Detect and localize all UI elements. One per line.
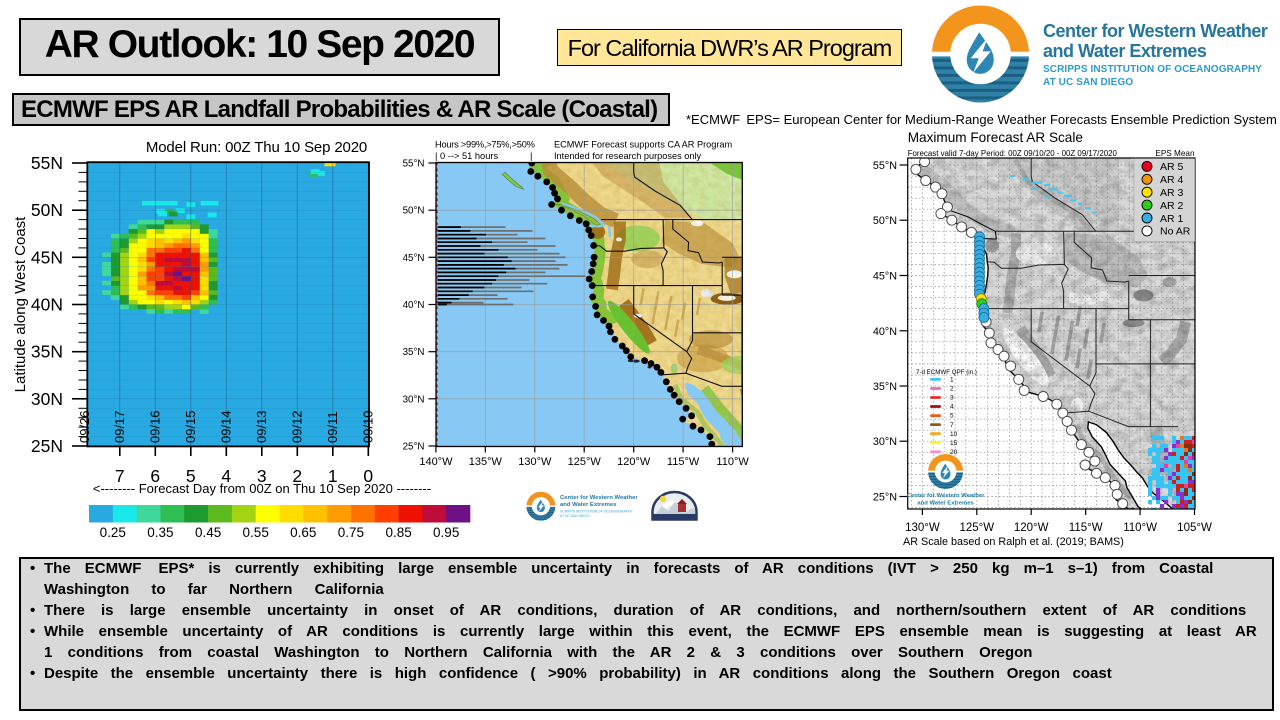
svg-text:125°W: 125°W <box>568 456 602 468</box>
svg-text:09/14: 09/14 <box>218 410 233 443</box>
svg-text:30N: 30N <box>31 389 63 409</box>
svg-text:120°W: 120°W <box>1014 522 1049 534</box>
svg-text:20: 20 <box>950 449 958 456</box>
svg-text:1: 1 <box>328 466 338 486</box>
svg-text:25°N: 25°N <box>403 442 425 453</box>
svg-text:4: 4 <box>221 466 231 486</box>
svg-text:ECMWF Forecast supports CA AR: ECMWF Forecast supports CA AR Program <box>554 140 733 150</box>
svg-text:1: 1 <box>950 377 954 384</box>
svg-text:115°W: 115°W <box>667 456 700 468</box>
svg-text:35N: 35N <box>31 342 63 362</box>
svg-text:40°N: 40°N <box>403 300 425 311</box>
svg-text:Hours >99%,>75%,>50%: Hours >99%,>75%,>50% <box>435 140 535 150</box>
svg-text:55°N: 55°N <box>873 160 897 172</box>
svg-text:7: 7 <box>950 422 954 429</box>
svg-text:09/15: 09/15 <box>183 410 198 443</box>
svg-text:130°W: 130°W <box>518 456 552 468</box>
svg-text:0.95: 0.95 <box>433 525 459 540</box>
svg-text:50°N: 50°N <box>403 206 425 217</box>
svg-text:AR 3: AR 3 <box>1160 187 1184 199</box>
svg-text:30°N: 30°N <box>403 394 425 405</box>
svg-text:2: 2 <box>292 466 302 486</box>
svg-text:Forecast valid 7-day Period: 0: Forecast valid 7-day Period: 00Z 09/10/2… <box>908 149 1118 158</box>
svg-text:3: 3 <box>950 395 954 402</box>
svg-text:45°N: 45°N <box>403 253 425 264</box>
svg-text:0.75: 0.75 <box>338 525 364 540</box>
svg-text:2: 2 <box>950 386 954 393</box>
svg-text:09/26: 09/26 <box>77 410 92 443</box>
svg-text:55N: 55N <box>31 153 63 173</box>
svg-text:AR 4: AR 4 <box>1160 174 1184 186</box>
svg-text:105°W: 105°W <box>1177 522 1212 534</box>
svg-text:AR 5: AR 5 <box>1160 161 1184 173</box>
svg-text:140°W: 140°W <box>419 456 453 468</box>
svg-text:35°N: 35°N <box>873 381 897 393</box>
svg-text:110°W: 110°W <box>1123 522 1157 534</box>
svg-text:AR 2: AR 2 <box>1160 200 1184 212</box>
svg-text:09/17: 09/17 <box>112 410 127 443</box>
svg-text:and Water Extremes: and Water Extremes <box>917 501 974 507</box>
svg-text:6: 6 <box>150 466 160 486</box>
svg-text:40N: 40N <box>31 295 63 315</box>
svg-text:0.55: 0.55 <box>243 525 269 540</box>
svg-text:3: 3 <box>257 466 267 486</box>
svg-text:09/11: 09/11 <box>325 411 340 443</box>
svg-text:<-------- Forecast Day from 00: <-------- Forecast Day from 00Z on Thu 1… <box>93 481 431 496</box>
svg-text:35°N: 35°N <box>403 347 425 358</box>
svg-text:30°N: 30°N <box>873 436 897 448</box>
svg-text:Center for Western Weather: Center for Western Weather <box>907 493 985 499</box>
svg-text:40°N: 40°N <box>873 326 897 338</box>
svg-text:10: 10 <box>950 431 958 438</box>
svg-text:130°W: 130°W <box>905 522 940 534</box>
svg-text:09/10: 09/10 <box>360 410 375 443</box>
svg-text:EPS Mean: EPS Mean <box>1155 149 1195 158</box>
svg-text:0: 0 <box>363 466 373 486</box>
svg-text:55°N: 55°N <box>403 159 425 170</box>
svg-text:|: | <box>530 151 532 161</box>
svg-text:120°W: 120°W <box>617 456 651 468</box>
svg-text:15: 15 <box>950 440 958 447</box>
svg-text:09/13: 09/13 <box>254 410 269 443</box>
svg-text:45°N: 45°N <box>873 271 897 283</box>
svg-text:0.25: 0.25 <box>100 525 126 540</box>
svg-text:09/16: 09/16 <box>147 410 162 443</box>
svg-text:and Water Extremes: and Water Extremes <box>560 502 617 508</box>
svg-text:No AR: No AR <box>1160 226 1191 238</box>
svg-text:25°N: 25°N <box>873 492 897 504</box>
svg-text:Intended for research purposes: Intended for research purposes only <box>554 151 701 161</box>
svg-text:Model Run: 00Z Thu 10 Sep 2020: Model Run: 00Z Thu 10 Sep 2020 <box>146 139 367 156</box>
svg-text:50°N: 50°N <box>873 215 897 227</box>
svg-text:Maximum Forecast AR Scale: Maximum Forecast AR Scale <box>908 130 1083 145</box>
svg-text:0.65: 0.65 <box>290 525 316 540</box>
svg-text:AR Scale based on Ralph et al.: AR Scale based on Ralph et al. (2019; BA… <box>903 536 1124 548</box>
svg-text:125°W: 125°W <box>959 522 994 534</box>
svg-text:45N: 45N <box>31 247 63 267</box>
svg-text:Latitude along West Coast: Latitude along West Coast <box>12 216 29 392</box>
svg-text:50N: 50N <box>31 200 63 220</box>
svg-text:115°W: 115°W <box>1069 522 1103 534</box>
svg-text:| 0 --> 51 hours: | 0 --> 51 hours <box>435 151 498 161</box>
svg-text:7-d ECMWF QPF (in.): 7-d ECMWF QPF (in.) <box>916 369 977 376</box>
svg-text:25N: 25N <box>31 436 63 456</box>
svg-text:AT UC SAN DIEGO: AT UC SAN DIEGO <box>560 514 590 518</box>
svg-text:7: 7 <box>115 466 125 486</box>
svg-text:09/12: 09/12 <box>289 410 304 443</box>
svg-text:0.35: 0.35 <box>147 525 173 540</box>
svg-text:Center for Western Weather: Center for Western Weather <box>560 495 638 501</box>
svg-text:135°W: 135°W <box>469 456 503 468</box>
svg-text:SCRIPPS INSTITUTION OF OCEANOG: SCRIPPS INSTITUTION OF OCEANOGRAPHY <box>560 510 633 514</box>
svg-text:0.45: 0.45 <box>195 525 221 540</box>
svg-text:0.85: 0.85 <box>385 525 411 540</box>
svg-text:5: 5 <box>186 466 196 486</box>
svg-text:5: 5 <box>950 413 954 420</box>
svg-text:4: 4 <box>950 404 954 411</box>
svg-text:110°W: 110°W <box>716 456 749 468</box>
svg-text:AR 1: AR 1 <box>1160 213 1184 225</box>
